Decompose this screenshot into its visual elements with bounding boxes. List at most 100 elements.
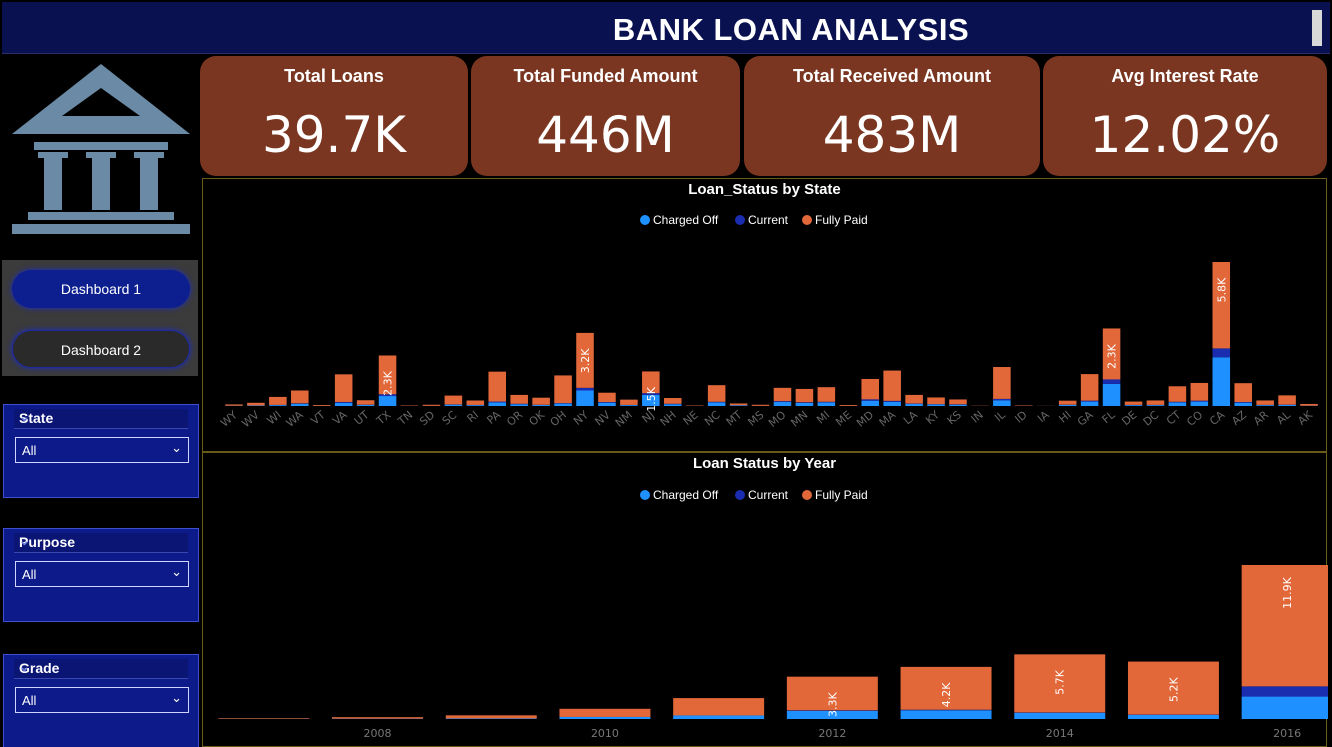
bar-segment[interactable]: [532, 397, 550, 405]
bar-segment[interactable]: [883, 401, 901, 406]
bar-segment[interactable]: [729, 405, 748, 406]
purpose-dropdown[interactable]: All ⌄: [15, 561, 189, 587]
bar-segment[interactable]: [751, 404, 770, 406]
bar-segment[interactable]: [1168, 401, 1187, 403]
bar-segment[interactable]: [993, 400, 1011, 406]
bar-segment[interactable]: [225, 404, 243, 406]
bar-segment[interactable]: [1212, 348, 1231, 358]
bar-segment[interactable]: [663, 398, 682, 404]
bar-segment[interactable]: [861, 400, 880, 406]
bar-segment[interactable]: [905, 394, 923, 404]
bar-segment[interactable]: [1168, 402, 1187, 406]
bar-segment[interactable]: [883, 370, 901, 401]
bar-segment[interactable]: [445, 715, 537, 719]
bar-segment[interactable]: [1058, 404, 1077, 406]
bar-segment[interactable]: [773, 401, 792, 403]
bar-segment[interactable]: [559, 716, 651, 719]
bar-segment[interactable]: [817, 402, 836, 406]
bar-segment[interactable]: [900, 709, 992, 711]
bar-segment[interactable]: [1080, 401, 1099, 406]
bar-segment[interactable]: [949, 404, 967, 406]
bar-segment[interactable]: [1234, 383, 1252, 403]
bar-segment[interactable]: [445, 718, 537, 719]
bar-segment[interactable]: [1190, 401, 1209, 406]
bar-segment[interactable]: [444, 395, 463, 405]
bar-segment[interactable]: [576, 387, 594, 391]
bar-segment[interactable]: [1241, 696, 1328, 719]
bar-segment[interactable]: [786, 710, 878, 711]
bar-segment[interactable]: [1234, 402, 1252, 403]
bar-segment[interactable]: [269, 405, 287, 406]
bar-segment[interactable]: [1127, 714, 1219, 719]
bar-segment[interactable]: [861, 378, 880, 400]
bar-segment[interactable]: [673, 698, 765, 716]
bar-segment[interactable]: [334, 402, 353, 403]
bar-segment[interactable]: [642, 393, 660, 395]
bar-segment[interactable]: [883, 400, 901, 402]
bar-segment[interactable]: [1256, 400, 1274, 405]
bar-segment[interactable]: [620, 399, 638, 405]
bar-segment[interactable]: [817, 401, 836, 403]
bar-segment[interactable]: [786, 710, 878, 719]
bar-segment[interactable]: [707, 402, 726, 406]
bar-segment[interactable]: [598, 402, 616, 406]
bar-segment[interactable]: [817, 387, 836, 402]
bar-segment[interactable]: [510, 404, 528, 406]
bar-segment[interactable]: [378, 396, 397, 406]
bar-segment[interactable]: [642, 394, 660, 406]
bar-segment[interactable]: [1300, 403, 1318, 406]
bar-segment[interactable]: [773, 387, 792, 402]
bar-segment[interactable]: [795, 402, 814, 406]
bar-segment[interactable]: [466, 405, 485, 406]
bar-segment[interactable]: [707, 385, 726, 402]
bar-segment[interactable]: [707, 401, 726, 403]
bar-segment[interactable]: [1168, 386, 1187, 402]
bar-segment[interactable]: [1190, 400, 1209, 402]
bar-segment[interactable]: [332, 717, 424, 719]
bar-segment[interactable]: [218, 718, 310, 719]
bar-segment[interactable]: [466, 400, 485, 405]
bar-segment[interactable]: [1014, 712, 1106, 719]
bar-segment[interactable]: [993, 398, 1011, 401]
bar-segment[interactable]: [598, 402, 616, 403]
bar-segment[interactable]: [1124, 405, 1143, 406]
bar-segment[interactable]: [1124, 401, 1143, 405]
bar-segment[interactable]: [927, 397, 945, 405]
bar-segment[interactable]: [1190, 382, 1209, 401]
bar-segment[interactable]: [356, 400, 375, 405]
bar-segment[interactable]: [786, 676, 878, 711]
bar-segment[interactable]: [1212, 262, 1231, 349]
bar-segment[interactable]: [620, 405, 638, 406]
bar-segment[interactable]: [488, 402, 507, 406]
bar-segment[interactable]: [1146, 405, 1165, 406]
bar-segment[interactable]: [444, 404, 463, 406]
bar-segment[interactable]: [554, 403, 572, 406]
bar-segment[interactable]: [900, 666, 992, 710]
bar-segment[interactable]: [795, 402, 814, 403]
bar-segment[interactable]: [1102, 328, 1121, 380]
bar-segment[interactable]: [598, 392, 616, 403]
dashboard-1-button[interactable]: Dashboard 1: [12, 270, 190, 308]
bar-segment[interactable]: [673, 715, 765, 719]
bar-segment[interactable]: [488, 401, 507, 403]
bar-segment[interactable]: [1102, 379, 1121, 384]
dashboard-2-button[interactable]: Dashboard 2: [12, 330, 190, 368]
bar-segment[interactable]: [378, 394, 397, 397]
bar-segment[interactable]: [900, 710, 992, 719]
bar-segment[interactable]: [1241, 686, 1328, 697]
bar-segment[interactable]: [291, 390, 309, 404]
bar-segment[interactable]: [795, 388, 814, 403]
collapse-chevron-icon[interactable]: ⌄: [19, 533, 30, 548]
bar-segment[interactable]: [1058, 400, 1077, 405]
bar-segment[interactable]: [576, 390, 594, 406]
bar-segment[interactable]: [1278, 395, 1296, 405]
bar-segment[interactable]: [422, 404, 441, 406]
bar-segment[interactable]: [532, 405, 550, 406]
bar-segment[interactable]: [247, 402, 265, 406]
bar-segment[interactable]: [312, 404, 331, 406]
state-dropdown[interactable]: All ⌄: [15, 437, 189, 463]
collapse-chevron-icon[interactable]: ⌄: [19, 409, 30, 424]
bar-segment[interactable]: [576, 332, 594, 388]
bar-segment[interactable]: [356, 404, 375, 406]
bar-segment[interactable]: [949, 399, 967, 405]
